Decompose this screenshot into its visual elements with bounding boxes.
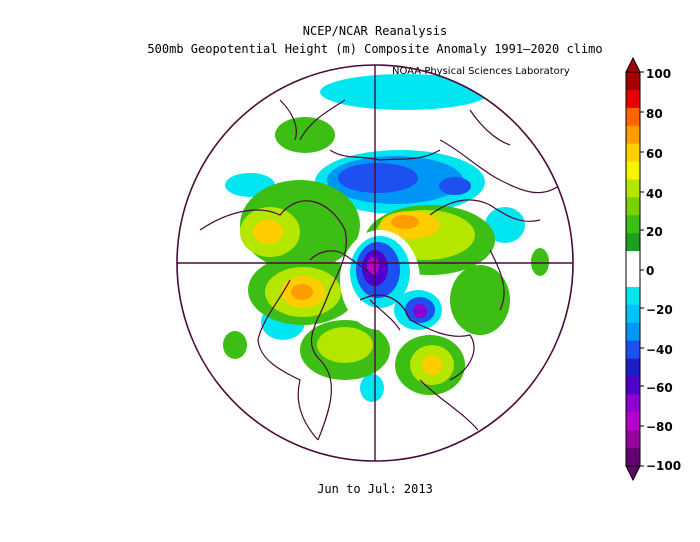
anomaly-blob bbox=[391, 215, 419, 229]
colorbar-swatch bbox=[626, 107, 640, 127]
colorbar-swatch bbox=[626, 179, 640, 198]
colorbar-swatch bbox=[626, 233, 640, 252]
colorbar-label: −40 bbox=[646, 343, 673, 357]
anomaly-blob bbox=[291, 284, 313, 300]
title-line-2: 500mb Geopotential Height (m) Composite … bbox=[147, 42, 603, 56]
colorbar-swatch bbox=[626, 125, 640, 145]
anomaly-blob bbox=[360, 374, 384, 402]
credit-label: NOAA Physical Sciences Laboratory bbox=[392, 66, 570, 77]
colorbar-swatch bbox=[626, 340, 640, 360]
colorbar-swatch bbox=[626, 197, 640, 216]
colorbar-swatch bbox=[626, 215, 640, 234]
colorbar-swatch bbox=[626, 269, 640, 288]
anomaly-blob bbox=[338, 163, 418, 193]
colorbar-label: −100 bbox=[646, 459, 682, 473]
anomaly-blob bbox=[253, 220, 283, 244]
coastlines bbox=[199, 99, 561, 441]
anomaly-blob bbox=[317, 327, 373, 363]
colorbar-swatch bbox=[626, 143, 640, 163]
colorbar-swatch bbox=[626, 448, 640, 467]
title-line-1: NCEP/NCAR Reanalysis bbox=[302, 24, 448, 38]
colorbar-label: 60 bbox=[646, 147, 663, 161]
colorbar-label: −80 bbox=[646, 420, 673, 434]
colorbar-label: 20 bbox=[646, 225, 663, 239]
colorbar-label: −60 bbox=[646, 381, 673, 395]
colorbar-label: 80 bbox=[646, 107, 663, 121]
anomaly-blob bbox=[439, 177, 471, 195]
colorbar-swatch bbox=[626, 358, 640, 377]
colorbar-max-arrow bbox=[625, 56, 641, 73]
colorbar-swatch bbox=[626, 430, 640, 449]
colorbar-swatch bbox=[626, 89, 640, 109]
anomaly-blob bbox=[422, 355, 442, 375]
anomaly-field bbox=[223, 74, 549, 402]
colorbar-boxes bbox=[625, 56, 644, 482]
colorbar-min-arrow bbox=[625, 465, 641, 482]
anomaly-blob bbox=[367, 257, 379, 275]
colorbar-swatch bbox=[626, 412, 640, 431]
colorbar-swatch bbox=[626, 161, 640, 180]
date-range: Jun to Jul: 2013 bbox=[317, 482, 433, 496]
colorbar-swatch bbox=[626, 286, 640, 306]
colorbar-label: 100 bbox=[646, 67, 672, 81]
colorbar-swatch bbox=[626, 376, 640, 395]
colorbar-swatch bbox=[626, 304, 640, 324]
anomaly-blob bbox=[531, 248, 549, 276]
anomaly-blob bbox=[413, 304, 427, 318]
colorbar-label: 0 bbox=[646, 264, 655, 278]
anomaly-blob bbox=[275, 117, 335, 153]
colorbar-swatch bbox=[626, 394, 640, 413]
colorbar-swatch bbox=[626, 251, 640, 270]
colorbar-swatch bbox=[626, 322, 640, 342]
anomaly-blob bbox=[320, 74, 490, 110]
colorbar-label: −20 bbox=[646, 303, 673, 317]
anomaly-blob bbox=[450, 265, 510, 335]
colorbar-swatch bbox=[626, 72, 640, 91]
anomaly-blob bbox=[485, 207, 525, 243]
colorbar-label: 40 bbox=[646, 187, 663, 201]
anomaly-blob bbox=[223, 331, 247, 359]
